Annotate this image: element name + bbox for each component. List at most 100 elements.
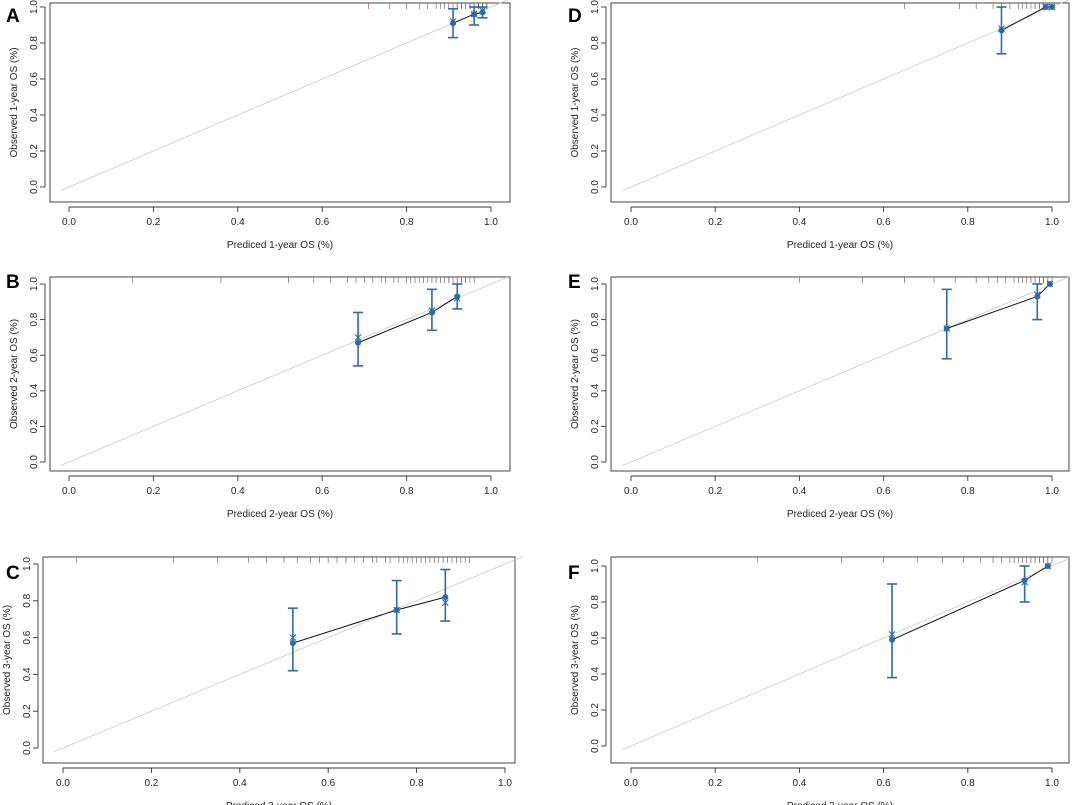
y-tick-label: 0.0 [29,455,40,469]
panel-f: F 0.0 0.2 0.4 0.6 0.8 1.0 0.0 0.2 0.4 0.6 0.8 1.0 Pre… [568,556,1070,805]
rug-marks [368,3,488,9]
y-tick-label: 0.4 [590,667,601,681]
plot-frame [610,556,1070,764]
x-axis-title: Prediced 2-year OS (%) [227,509,333,520]
y-axis-title: Observed 3-year OS (%) [570,605,581,715]
y-tick-label: 0.4 [29,108,40,122]
bias-corrected-marker [441,599,449,607]
y-tick-label: 0.2 [29,419,40,433]
x-tick-label: 0.0 [624,486,638,497]
x-tick-label: 0.6 [877,778,891,789]
x-tick-label: 0.2 [144,778,158,789]
bias-corrected-marker [354,334,362,341]
y-tick-label: 0.4 [590,108,601,122]
panel-c-label: C [6,563,20,584]
observed-point [393,607,400,613]
ideal-reference-line [60,276,509,466]
ideal-reference-line [622,0,1070,192]
y-axis-title: Observed 1-year OS (%) [9,47,20,157]
x-tick-label: 0.0 [624,217,638,228]
x-tick-label: 0.4 [792,486,806,497]
y-tick-label: 0.8 [590,595,601,609]
observed-point [355,339,362,346]
x-tick-label: 0.6 [315,217,329,228]
observed-point [889,636,896,643]
observed-point [998,27,1005,34]
rug-marks [799,277,1053,283]
x-tick-label: 0.0 [624,778,638,789]
observed-point [1021,577,1028,584]
y-tick-label: 0.2 [590,144,601,158]
y-tick-label: 0.2 [29,144,40,158]
x-tick-label: 1.0 [1045,486,1059,497]
x-tick-label: 0.2 [708,486,722,497]
y-tick-label: 0.6 [29,348,40,362]
y-axis-title: Observed 2-year OS (%) [570,319,581,429]
y-tick-label: 0.0 [590,739,601,753]
panel-b-label: B [6,272,20,293]
observed-point [1049,4,1055,10]
x-tick-label: 0.2 [146,217,160,228]
ideal-reference-line [622,276,1070,466]
x-axis-title: Prediced 2-year OS (%) [787,509,893,520]
x-tick-label: 1.0 [1045,217,1059,228]
observed-point [943,325,950,332]
y-tick-label: 0.4 [590,383,601,397]
x-tick-label: 0.6 [321,778,335,789]
plot-frame [49,2,511,203]
x-tick-label: 1.0 [1045,778,1059,789]
x-tick-label: 0.0 [56,778,70,789]
y-tick-label: 1.0 [29,277,40,291]
panel-e: E 0.0 0.2 0.4 0.6 0.8 1.0 0.0 0.2 0.4 0.6 0.8 1.0 Pre… [568,272,1070,520]
panel-d-label: D [568,6,582,27]
x-tick-label: 0.4 [231,486,245,497]
y-tick-label: 0.8 [22,593,33,607]
plot-frame [42,556,516,764]
rug-marks [756,557,1053,563]
y-tick-label: 1.0 [590,0,601,14]
x-tick-label: 0.8 [410,778,424,789]
panel-e-label: E [568,272,581,293]
x-tick-label: 1.0 [484,486,498,497]
ideal-reference-line [622,558,1070,751]
x-tick-label: 0.4 [233,778,247,789]
observed-point [454,293,461,300]
y-tick-label: 0.8 [29,312,40,326]
x-tick-label: 0.6 [877,486,891,497]
observed-point [1044,563,1051,569]
panel-b: B 0.0 0.2 0.4 0.6 0.8 1.0 0.0 0.2 0.4 0.6 0.8 1.0 Pre… [6,272,511,520]
rug-marks [131,277,475,283]
y-tick-label: 1.0 [29,0,40,14]
plot-frame [610,276,1070,472]
x-tick-label: 0.2 [146,486,160,497]
y-tick-label: 0.2 [22,704,33,718]
y-tick-label: 0.6 [29,72,40,86]
observed-point [1046,281,1053,287]
panel-f-label: F [568,563,580,584]
panel-a-label: A [6,6,20,27]
y-tick-label: 0.0 [29,180,40,194]
y-tick-label: 0.0 [590,455,601,469]
x-tick-label: 0.8 [961,217,975,228]
panel-a: A 0.0 0.2 0.4 0.6 0.8 1.0 0.0 0.2 0.4 0.6 0.8 1.0 Pre… [6,0,511,251]
x-tick-label: 0.8 [400,486,414,497]
y-axis-title: Observed 3-year OS (%) [2,605,13,715]
x-axis-title: Prediced 3-year OS (%) [226,801,332,805]
x-tick-label: 0.2 [708,778,722,789]
bias-corrected-marker [289,634,297,641]
panel-d: D 0.0 0.2 0.4 0.6 0.8 1.0 0.0 0.2 0.4 0.6 0.8 1.0 Pre… [568,0,1070,251]
y-tick-label: 0.6 [22,630,33,644]
x-tick-label: 0.4 [792,217,806,228]
plot-frame [610,2,1070,203]
x-axis-title: Prediced 1-year OS (%) [787,240,893,251]
y-tick-label: 1.0 [590,559,601,573]
observed-point [471,11,478,18]
x-tick-label: 0.4 [231,217,245,228]
observed-point [1034,293,1041,300]
x-tick-label: 0.6 [315,486,329,497]
y-tick-label: 0.2 [590,419,601,433]
ideal-reference-line [60,0,509,192]
y-tick-label: 0.6 [590,348,601,362]
observed-point [1042,4,1049,10]
y-tick-label: 0.6 [590,72,601,86]
